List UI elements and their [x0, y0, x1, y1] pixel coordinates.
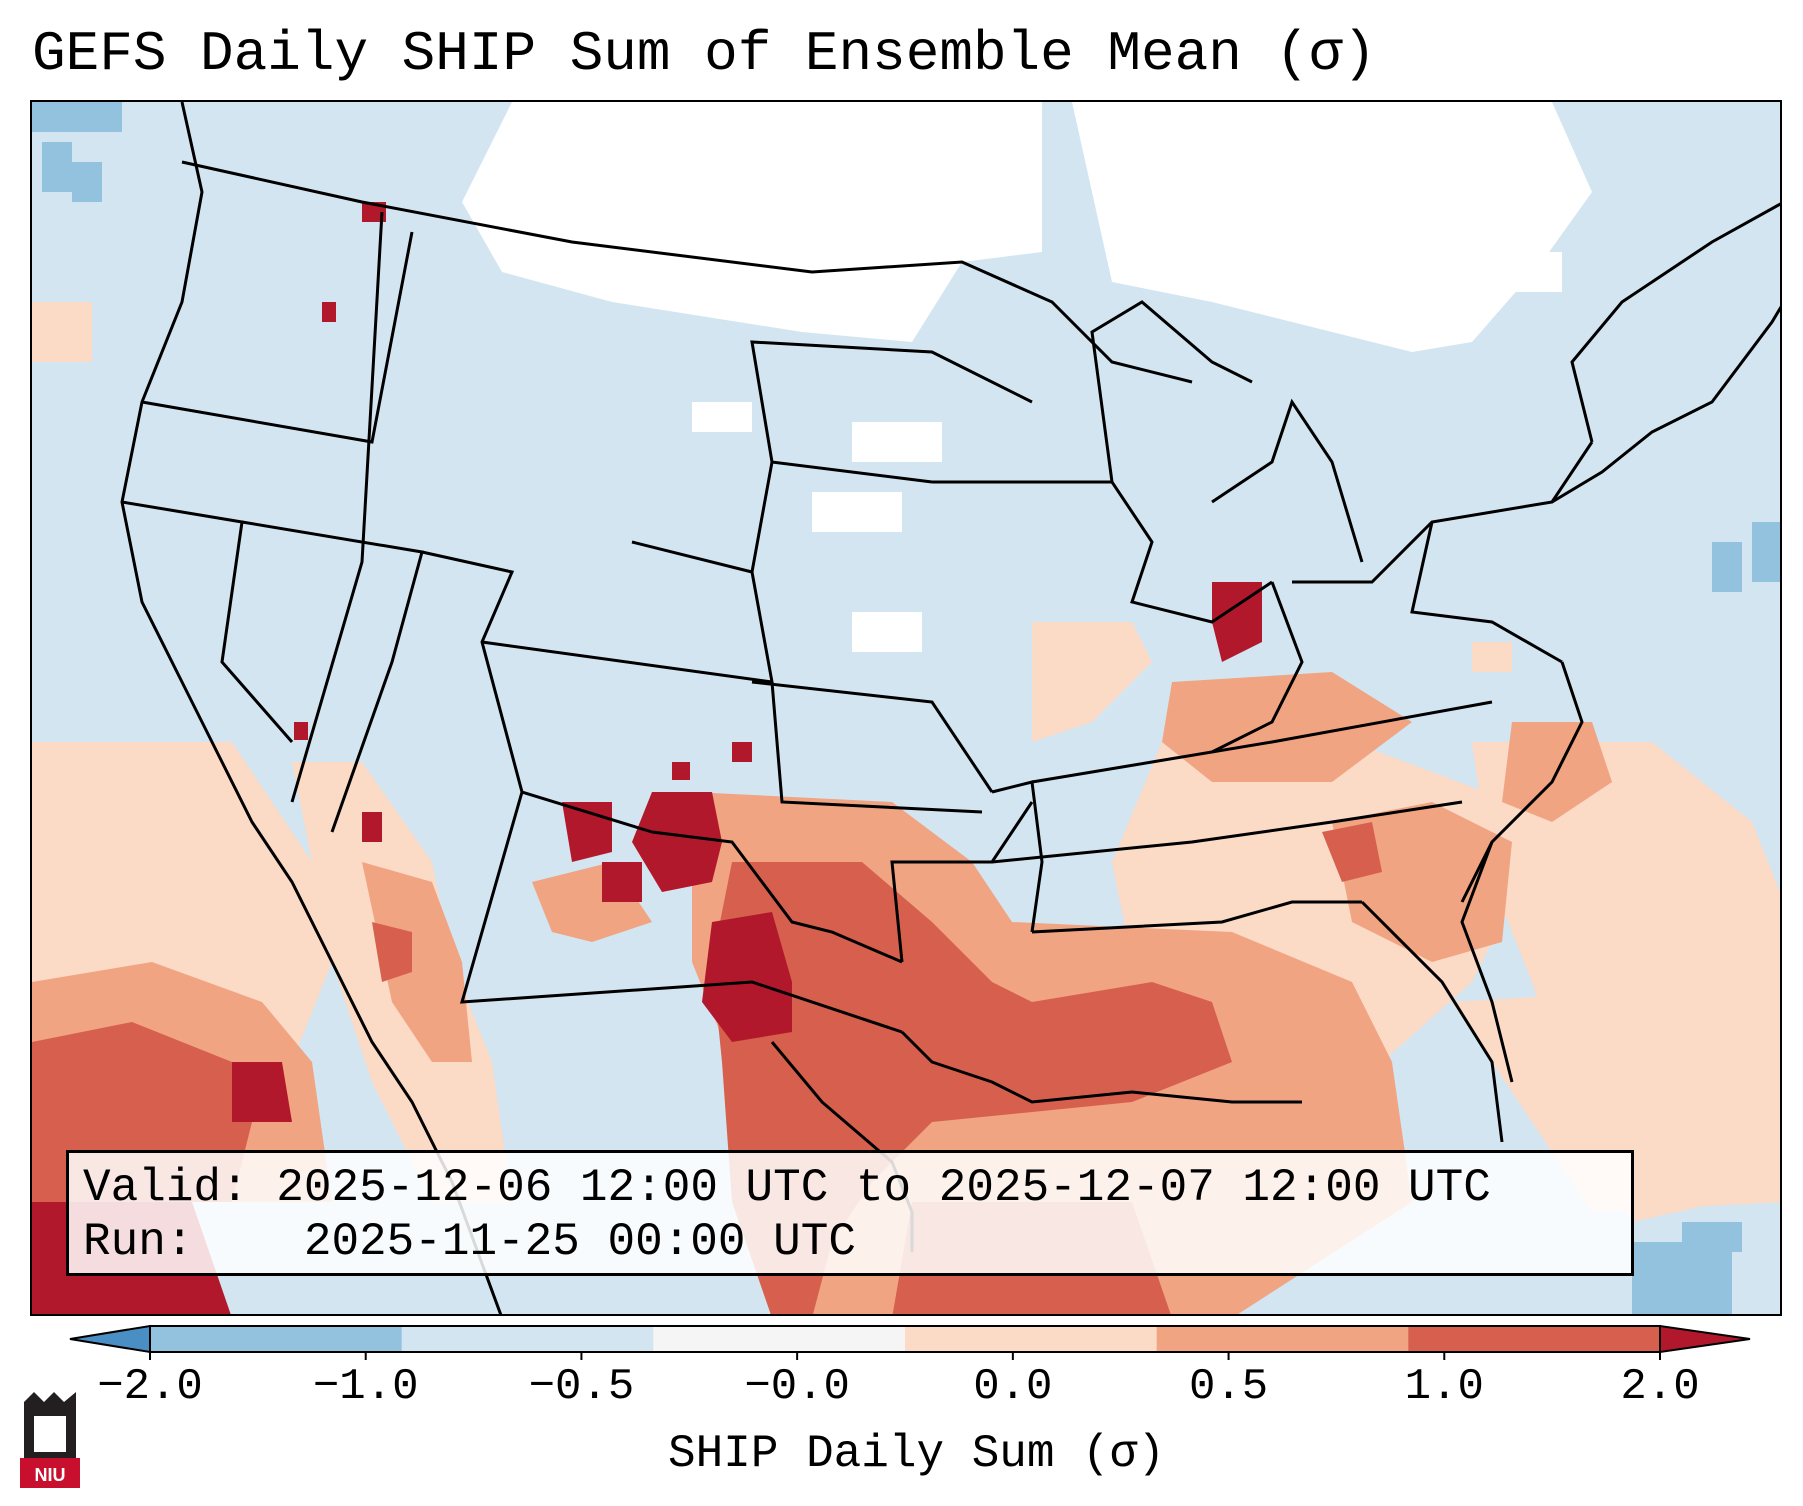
- negative-shading: [32, 102, 1780, 1314]
- colorbar-label: SHIP Daily Sum (σ): [668, 1428, 1165, 1480]
- colorbar-tick-label: 0.5: [1188, 1362, 1269, 1412]
- colorbar-tick-label: −0.0: [744, 1362, 850, 1412]
- valid-label: Valid:: [83, 1162, 249, 1214]
- run-value: 2025-11-25 00:00 UTC: [303, 1216, 856, 1268]
- colorbar-segment: [1156, 1326, 1409, 1352]
- logo-banner: [20, 1458, 80, 1488]
- map-canvas: [32, 102, 1780, 1314]
- colorbar-extend-high: [1659, 1324, 1751, 1354]
- colorbar-segment: [1408, 1326, 1661, 1352]
- colorbar-frame: [149, 1325, 1661, 1353]
- colorbar: [69, 1324, 1751, 1360]
- map-panel: [30, 100, 1782, 1316]
- colorbar-segment: [653, 1326, 906, 1352]
- logo-crenellation: [24, 1392, 76, 1402]
- logo-window: [34, 1416, 66, 1452]
- boundary-lines: [120, 102, 1780, 1314]
- colorbar-tick-label: −0.5: [528, 1362, 635, 1412]
- colorbar-tick-label: −2.0: [97, 1362, 203, 1412]
- map-title: GEFS Daily SHIP Sum of Ensemble Mean (σ): [32, 22, 1377, 86]
- logo-text: NIU: [35, 1465, 66, 1485]
- valid-value: 2025-12-06 12:00 UTC to 2025-12-07 12:00…: [276, 1162, 1491, 1214]
- neutral-shading: [462, 102, 1592, 652]
- run-label: Run:: [83, 1216, 194, 1268]
- valid-row: Valid: 2025-12-06 12:00 UTC to 2025-12-0…: [83, 1161, 1617, 1215]
- colorbar-extend-low: [69, 1324, 151, 1354]
- colorbar-tick-label: −1.0: [312, 1362, 419, 1412]
- colorbar-tick-label: 2.0: [1620, 1362, 1700, 1412]
- info-box: Valid: 2025-12-06 12:00 UTC to 2025-12-0…: [66, 1150, 1634, 1276]
- colorbar-segment: [905, 1326, 1158, 1352]
- colorbar-segment: [150, 1326, 403, 1352]
- niu-logo: NIU: [20, 1392, 80, 1488]
- colorbar-tick-label: 1.0: [1404, 1362, 1484, 1412]
- colorbar-segment: [401, 1326, 654, 1352]
- colorbar-tick-label: 0.0: [973, 1362, 1053, 1412]
- run-row: Run: 2025-11-25 00:00 UTC: [83, 1215, 1617, 1269]
